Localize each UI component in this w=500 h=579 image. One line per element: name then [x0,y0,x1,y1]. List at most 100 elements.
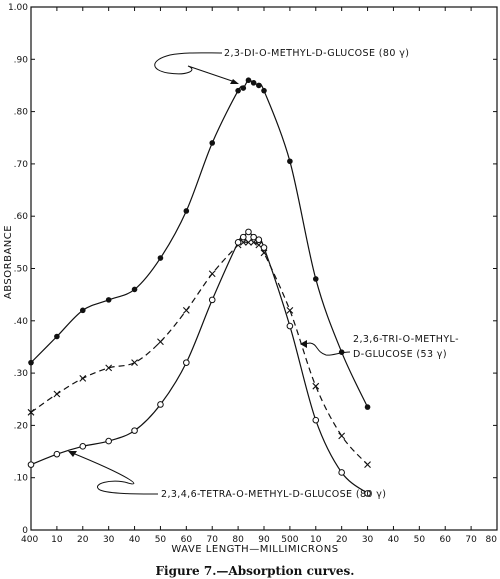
data-point [364,404,371,410]
data-point [261,87,267,94]
series-3 [27,228,371,497]
x-tick-label: 80 [486,535,498,545]
data-point [364,490,371,497]
plot-frame [30,6,498,531]
leader-tetra-o-methyl-arrow [68,451,77,457]
x-tick-label: 60 [439,535,451,545]
x-axis-ticks: 400 10 20 30 40 50 60 70 80 90 500 10 20 30 40 50 60 70 80 [21,7,498,545]
data-point [256,82,262,89]
data-point [255,236,263,244]
series-layer [27,77,371,497]
y-tick-label: .40 [14,317,29,327]
x-tick-label: 40 [129,535,141,545]
x-tick-label: 10 [310,535,322,545]
data-point [245,228,252,236]
data-point [338,432,346,440]
series-1 [28,77,371,410]
y-tick-label: .20 [14,421,29,431]
y-tick-label: .90 [14,55,29,65]
data-point [208,296,216,304]
leader-tri-o-methyl [302,342,351,356]
series-line [30,241,369,466]
x-tick-label: 60 [181,535,193,545]
data-point [234,239,242,246]
annotation-tri-o-methyl-line1: 2,3,6-TRI-O-METHYL- [353,334,459,345]
leader-tri-o-methyl-arrow [300,340,307,348]
data-point [183,208,190,214]
x-tick-label: 40 [388,535,400,545]
data-point [105,437,112,445]
data-point [79,374,87,382]
data-point [27,461,35,468]
annotation-di-o-methyl: 2,3-DI-O-METHYL-D-GLUCOSE (80 γ) [224,48,409,59]
series-line [30,79,369,408]
data-point [131,359,138,367]
data-point [260,244,268,251]
x-tick-label: 70 [206,535,218,545]
y-tick-label: 0 [22,526,28,536]
data-point [53,450,61,458]
data-point [79,307,86,314]
data-point [235,87,241,94]
x-tick-label: 20 [336,535,348,545]
data-point [183,359,190,366]
data-point [208,270,216,278]
data-point [209,140,216,146]
x-tick-label: 80 [232,535,244,545]
data-point [105,364,113,372]
data-point [131,286,138,293]
y-tick-label: .50 [14,265,29,275]
data-point [364,461,371,469]
x-tick-label: 30 [362,535,374,545]
y-tick-label: .70 [14,160,29,170]
data-point [182,306,190,314]
data-point [239,233,247,241]
data-point [157,255,164,261]
leader-di-o-methyl [154,52,236,83]
annotation-tetra-o-methyl: 2,3,4,6-TETRA-O-METHYL-D-GLUCOSE (80 γ) [161,489,386,500]
series-2 [27,238,371,469]
x-tick-label: 10 [51,535,63,545]
data-point [131,427,138,434]
x-tick-label: 50 [414,535,426,545]
data-point [286,322,294,330]
data-point [312,382,320,390]
y-tick-label: .80 [14,108,29,118]
data-point [250,233,257,241]
x-tick-label: 400 [21,535,38,545]
x-tick-label: 500 [281,535,298,545]
y-tick-label: 1.00 [8,3,28,13]
data-point [287,158,293,165]
leader-tetra-o-methyl [69,451,159,495]
data-point [338,469,345,476]
data-point [27,408,35,416]
y-axis-ticks: 0 .10 .20 .30 .40 .50 .60 .70 .80 .90 1.00 [8,3,497,536]
x-tick-label: 90 [258,535,270,545]
x-tick-label: 20 [77,535,89,545]
data-point [312,276,319,282]
x-tick-label: 30 [103,535,115,545]
data-point [286,306,294,314]
axes [30,6,498,531]
data-point [157,338,164,346]
data-point [105,297,112,303]
data-point [239,238,247,246]
y-tick-label: .10 [14,474,29,484]
data-point [312,416,320,424]
x-tick-label: 50 [155,535,167,545]
leader-di-o-methyl-arrow [230,79,239,84]
data-point [240,85,247,91]
annotation-tri-o-methyl-line2: D-GLUCOSE (53 γ) [353,349,447,360]
x-tick-label: 70 [465,535,477,545]
data-point [53,390,61,398]
y-tick-label: .60 [14,212,29,222]
y-axis-label: ABSORBANCE [3,225,14,299]
data-point [245,238,252,246]
data-point [157,401,164,408]
data-point [28,359,34,366]
y-tick-label: .30 [14,369,29,379]
series-line [30,231,368,494]
data-point [250,80,257,86]
data-point [54,333,60,340]
